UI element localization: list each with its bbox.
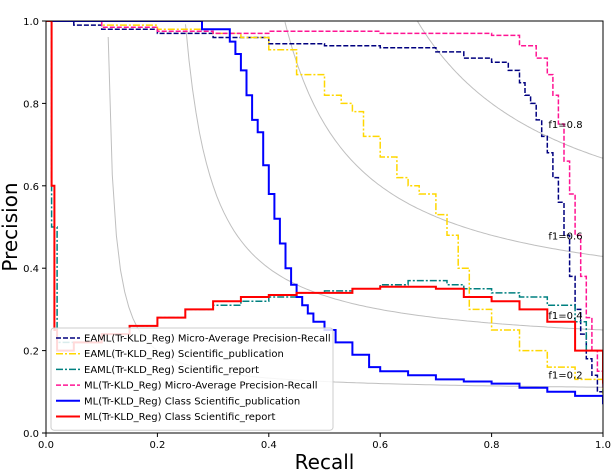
iso-f1-curve — [417, 21, 603, 159]
legend-entry: ML(Tr-KLD_Reg) Class Scientific_report — [84, 412, 275, 423]
iso-f1-curve — [284, 21, 603, 257]
x-axis-ticks: 0.0 0.2 0.4 0.6 0.8 1.0 — [38, 433, 611, 451]
iso-f1-label: f1=0.2 — [548, 370, 582, 381]
series-line-5 — [46, 21, 603, 405]
legend-entry: EAML(Tr-KLD_Reg) Scientific_report — [84, 365, 259, 376]
x-tick-label: 0.2 — [149, 440, 165, 451]
iso-f1-label: f1=0.4 — [548, 311, 582, 322]
legend-entry: EAML(Tr-KLD_Reg) Micro-Average Precision… — [84, 334, 331, 345]
legend-entry: ML(Tr-KLD_Reg) Micro-Average Precision-R… — [84, 381, 318, 392]
y-axis-ticks: 0.0 0.2 0.4 0.6 0.8 1.0 — [23, 17, 46, 440]
plot-frame — [45, 20, 604, 434]
x-tick-label: 0.6 — [372, 440, 388, 451]
legend-entry: EAML(Tr-KLD_Reg) Scientific_publication — [84, 349, 284, 360]
y-axis-label: Precision — [0, 182, 22, 271]
x-axis-label: Recall — [295, 450, 355, 472]
x-tick-label: 0.8 — [484, 440, 500, 451]
iso-f1-label: f1=0.8 — [548, 120, 582, 131]
iso-f1-label: f1=0.6 — [548, 231, 582, 242]
y-tick-label: 1.0 — [23, 17, 39, 28]
series-line-2 — [46, 21, 603, 400]
legend-entry: ML(Tr-KLD_Reg) Class Scientific_publicat… — [84, 396, 300, 407]
y-tick-label: 0.6 — [23, 182, 39, 193]
x-tick-label: 0.0 — [38, 440, 54, 451]
iso-f1-curve — [185, 24, 603, 331]
legend-box — [50, 327, 334, 431]
series-line-4 — [46, 21, 603, 388]
y-tick-label: 0.8 — [23, 99, 39, 110]
y-tick-label: 0.0 — [23, 429, 39, 440]
x-tick-label: 1.0 — [595, 440, 611, 451]
x-tick-label: 0.4 — [261, 440, 277, 451]
y-tick-label: 0.4 — [23, 264, 39, 275]
legend: EAML(Tr-KLD_Reg) Micro-Average Precision… — [50, 327, 334, 431]
y-tick-label: 0.2 — [23, 347, 39, 358]
